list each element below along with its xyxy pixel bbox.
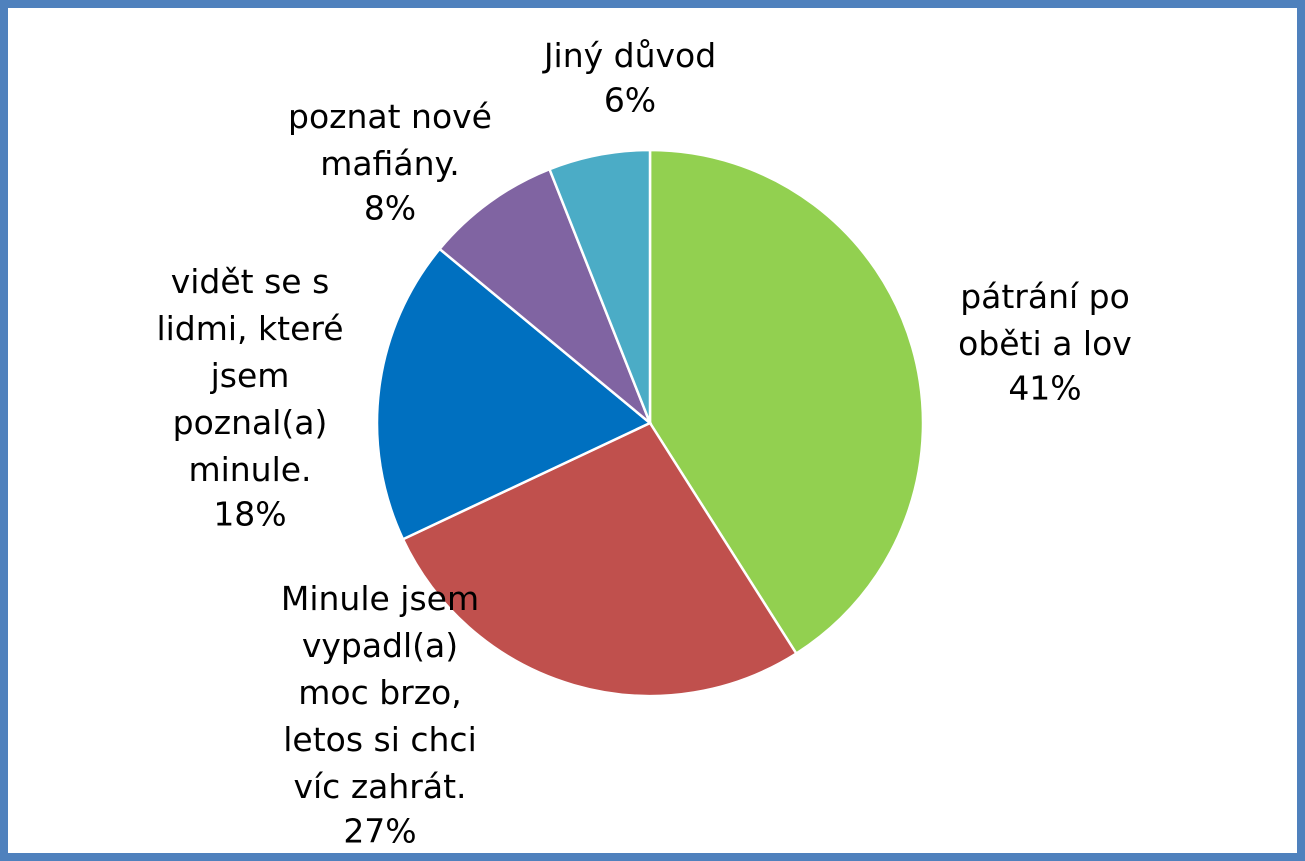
value-label: 18%: [213, 495, 286, 534]
pie-slice: [547, 148, 652, 424]
slice-label: vidět se s lidmi, které jsem poznal(a) minul…: [156, 262, 343, 489]
slice-label: Minule jsem vypadl(a) moc brzo, letos si ch…: [281, 579, 479, 806]
slice-label: poznat nové mafiány.: [288, 97, 492, 183]
slice-label: pátrání po oběti a lov: [958, 277, 1132, 363]
value-label: 41%: [1008, 369, 1081, 408]
pie-slice: [437, 167, 652, 424]
value-label: 8%: [364, 189, 416, 228]
pie-slice: [375, 247, 653, 541]
slice-label: Jiný důvod: [542, 36, 716, 75]
value-label: 27%: [343, 812, 416, 851]
value-label: 6%: [604, 81, 656, 120]
pie-slice: [401, 421, 799, 698]
pie-slice: [648, 148, 925, 656]
